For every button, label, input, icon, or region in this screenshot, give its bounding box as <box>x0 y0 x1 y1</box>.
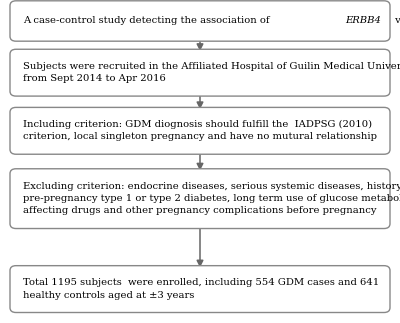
Text: ERBB4: ERBB4 <box>346 16 381 26</box>
FancyBboxPatch shape <box>10 169 390 229</box>
Text: Excluding criterion: endocrine diseases, serious systemic diseases, history of: Excluding criterion: endocrine diseases,… <box>23 182 400 191</box>
Text: from Sept 2014 to Apr 2016: from Sept 2014 to Apr 2016 <box>23 74 166 83</box>
Text: Subjects were recruited in the Affiliated Hospital of Guilin Medical University: Subjects were recruited in the Affiliate… <box>23 62 400 71</box>
Text: affecting drugs and other pregnancy complications before pregnancy: affecting drugs and other pregnancy comp… <box>23 206 377 215</box>
Text: criterion, local singleton pregnancy and have no mutural relationship: criterion, local singleton pregnancy and… <box>23 132 377 141</box>
Text: A case-control study detecting the association of: A case-control study detecting the assoc… <box>23 16 273 26</box>
Text: Including criterion: GDM diognosis should fulfill the  IADPSG (2010): Including criterion: GDM diognosis shoul… <box>23 120 372 129</box>
Text: variants and GDM risk: variants and GDM risk <box>392 16 400 26</box>
Text: healthy controls aged at ±3 years: healthy controls aged at ±3 years <box>23 291 194 300</box>
Text: Total 1195 subjects  were enrolled, including 554 GDM cases and 641: Total 1195 subjects were enrolled, inclu… <box>23 278 380 287</box>
FancyBboxPatch shape <box>10 49 390 96</box>
FancyBboxPatch shape <box>10 1 390 41</box>
FancyBboxPatch shape <box>10 266 390 313</box>
Text: pre-pregnancy type 1 or type 2 diabetes, long term use of glucose metabolism-: pre-pregnancy type 1 or type 2 diabetes,… <box>23 194 400 203</box>
FancyBboxPatch shape <box>10 107 390 154</box>
